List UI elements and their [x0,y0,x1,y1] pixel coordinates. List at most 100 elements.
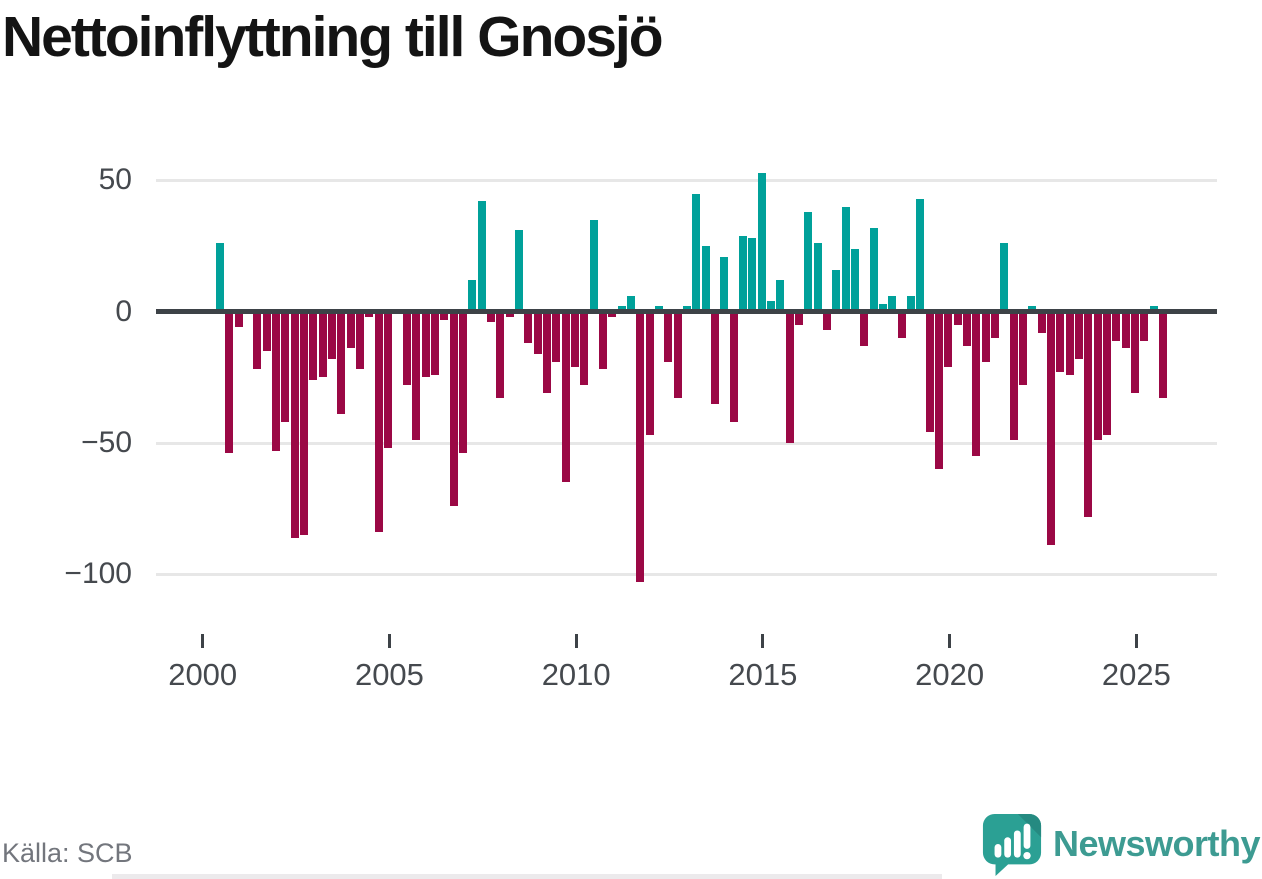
bar-2016Q3 [822,311,831,331]
source-note: Källa: SCB [2,838,133,868]
bar-2007Q1 [468,280,477,312]
bar-2018Q4 [907,295,915,312]
bar-2020Q2 [963,311,971,346]
bar-2004Q3 [374,311,383,533]
y-axis-label: 0 [115,294,132,328]
bar-2001Q2 [253,311,262,370]
bar-2006Q2 [440,311,449,320]
bar-2025Q3 [1159,311,1168,399]
bar-2004Q4 [384,311,393,449]
bar-2019Q4 [944,311,953,367]
bar-2003Q2 [328,311,337,359]
bar-2011Q3 [636,311,645,583]
bar-2015Q1 [766,301,775,312]
bar-2015Q3 [785,311,794,443]
bar-2023Q1 [1065,311,1074,375]
bar-2015Q4 [794,311,803,325]
bar-2009Q1 [542,311,551,394]
x-axis-tick-2020 [948,634,952,648]
bar-2008Q3 [524,311,533,344]
bar-2024Q1 [1103,311,1112,436]
bar-2025Q2 [1149,306,1158,312]
bar-2010Q4 [608,311,617,317]
bar-2013Q1 [692,193,701,312]
bar-2012Q4 [682,306,691,312]
y-axis-label: −100 [64,557,132,591]
bar-2001Q4 [272,311,281,451]
bar-2019Q3 [935,311,943,470]
bar-2019Q2 [925,311,934,433]
x-axis-label-2025: 2025 [1101,657,1171,692]
bar-2020Q3 [972,311,981,457]
bar-2003Q4 [346,311,355,349]
bar-2002Q3 [300,311,309,535]
bar-2011Q2 [626,295,635,312]
bar-2021Q2 [1000,243,1009,312]
bar-2017Q3 [860,311,869,346]
x-axis-label-2005: 2005 [354,657,424,692]
bar-2016Q1 [804,211,813,312]
bar-2006Q1 [430,311,439,375]
gridline--100 [156,572,1217,576]
bar-2022Q3 [1047,311,1055,546]
bar-2002Q2 [290,311,299,538]
bar-2023Q4 [1093,311,1102,441]
bar-2011Q1 [617,306,626,312]
bar-2009Q3 [561,311,570,483]
bar-2007Q4 [496,311,505,399]
x-axis-label-2020: 2020 [915,657,985,692]
bar-2021Q1 [991,311,999,338]
x-axis-label-2010: 2010 [541,657,611,692]
bar-2008Q4 [533,311,542,354]
bar-2015Q2 [776,280,785,312]
x-axis-tick-2025 [1134,634,1138,648]
bar-2012Q2 [664,311,673,362]
x-axis-tick-2015 [761,634,765,648]
bar-2022Q2 [1037,311,1046,333]
bar-2020Q1 [953,311,962,325]
bar-2003Q1 [318,311,327,378]
gridline-50 [156,178,1217,182]
bar-2009Q2 [552,311,561,362]
bar-2018Q1 [879,303,887,312]
bar-2024Q4 [1131,311,1140,394]
bar-2000Q2 [216,243,224,312]
bar-2006Q3 [449,311,458,506]
bar-2021Q3 [1009,311,1018,441]
bar-2014Q4 [757,172,766,312]
bar-2004Q2 [365,311,374,317]
newsworthy-wordmark: Newsworthy [1052,823,1261,864]
bar-2023Q2 [1075,311,1083,359]
y-axis-label: 50 [98,163,132,197]
bar-2019Q1 [916,198,925,312]
x-axis-label-2000: 2000 [168,657,238,692]
bar-2005Q3 [412,311,421,441]
bar-2017Q2 [851,248,859,312]
x-axis-tick-2010 [574,634,578,648]
bar-2001Q3 [262,311,271,352]
bar-2007Q2 [477,201,486,312]
bar-2013Q4 [720,256,729,312]
bar-2014Q2 [738,235,747,312]
bar-2022Q4 [1056,311,1065,373]
bar-2003Q3 [337,311,346,415]
bottom-divider [112,874,942,879]
x-axis-label-2015: 2015 [728,657,798,692]
bar-2010Q1 [580,311,589,386]
bar-2004Q1 [356,311,365,370]
bar-2012Q1 [654,306,663,312]
bar-2020Q4 [981,311,990,362]
bar-2007Q3 [486,311,495,323]
bar-2013Q3 [710,311,719,404]
bar-2005Q4 [421,311,430,378]
bar-2013Q2 [701,246,710,312]
x-axis-tick-2005 [387,634,391,648]
bar-2010Q3 [598,311,607,370]
bar-2012Q3 [673,311,682,399]
bar-2011Q4 [645,311,654,436]
bar-2014Q1 [729,311,738,422]
bar-2008Q1 [505,311,514,317]
bar-2022Q1 [1028,306,1037,312]
newsworthy-branding: Newsworthy [981,812,1261,876]
bar-2008Q2 [514,230,523,312]
